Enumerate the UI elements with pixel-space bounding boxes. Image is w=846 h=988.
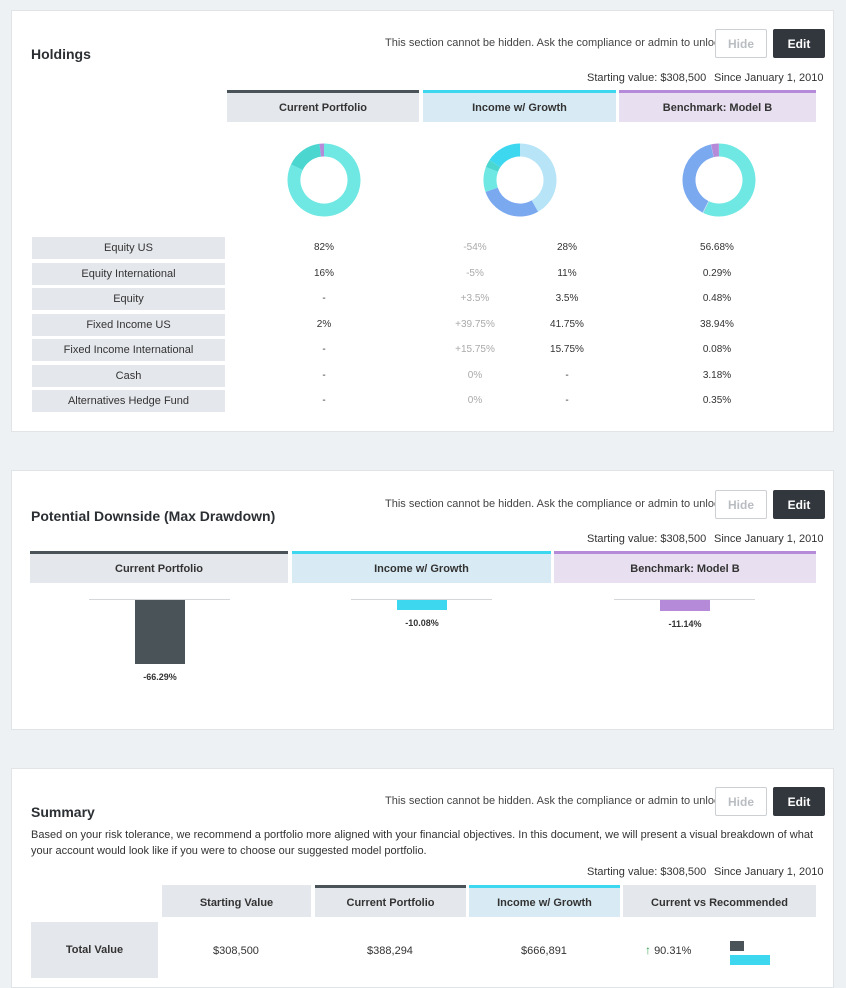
donut-slice [492,190,535,210]
holdings-notice: This section cannot be hidden. Ask the c… [385,37,728,49]
summary-card: Summary This section cannot be hidden. A… [11,768,834,988]
donut-slice [490,169,492,189]
holdings-row-label: Fixed Income US [32,314,225,336]
holdings-cell-income: 3.5% [527,293,607,304]
holdings-cell-current: 82% [284,242,364,253]
drawdown-label-income: -10.08% [382,618,462,628]
drawdown-label-benchmark: -11.14% [645,619,725,629]
holdings-cell-delta: +39.75% [435,319,515,330]
holdings-cell-delta: -5% [435,268,515,279]
summary-current-value-cell: $388,294 [320,945,460,957]
donut-chart-income [483,143,557,217]
holdings-starting-value: Starting value: $308,500 [587,72,706,84]
downside-col-benchmark: Benchmark: Model B [554,551,816,583]
downside-edit-button[interactable]: Edit [773,490,825,519]
donut-slice [495,150,520,164]
holdings-card: Holdings This section cannot be hidden. … [11,10,834,432]
summary-title: Summary [31,804,95,820]
downside-col-income: Income w/ Growth [292,551,551,583]
holdings-cell-income: 15.75% [527,344,607,355]
downside-title: Potential Downside (Max Drawdown) [31,508,275,524]
summary-since: Since January 1, 2010 [714,866,823,878]
summary-change-value: 90.31% [654,945,691,957]
holdings-cell-delta: 0% [435,395,515,406]
holdings-cell-income: 28% [527,242,607,253]
holdings-row-label: Alternatives Hedge Fund [32,390,225,412]
holdings-cell-income: 11% [527,268,607,279]
holdings-title: Holdings [31,46,91,62]
arrow-up-icon: ↑ [645,943,651,957]
holdings-cell-benchmark: 0.48% [677,293,757,304]
summary-hide-button[interactable]: Hide [715,787,767,816]
holdings-cell-income: - [527,395,607,406]
donut-slice [297,150,320,167]
summary-starting-value: Starting value: $308,500 [587,866,706,878]
summary-starting-value-cell: $308,500 [166,945,306,957]
summary-col-compare: Current vs Recommended [623,885,816,917]
holdings-cell-current: - [284,370,364,381]
holdings-cell-benchmark: 0.08% [677,344,757,355]
holdings-col-income: Income w/ Growth [423,90,616,122]
total-value-label: Total Value [31,922,158,978]
holdings-cell-current: 16% [284,268,364,279]
holdings-col-current: Current Portfolio [227,90,419,122]
donut-slice [520,150,550,206]
holdings-row-label: Equity [32,288,225,310]
drawdown-bar-benchmark [660,600,710,611]
summary-edit-button[interactable]: Edit [773,787,825,816]
donut-chart-benchmark [682,143,756,217]
holdings-cell-current: - [284,344,364,355]
holdings-row-label: Fixed Income International [32,339,225,361]
donut-chart-current [287,143,361,217]
holdings-row-label: Equity US [32,237,225,259]
downside-notice: This section cannot be hidden. Ask the c… [385,498,728,510]
holdings-cell-current: 2% [284,319,364,330]
summary-income-value-cell: $666,891 [474,945,614,957]
holdings-cell-benchmark: 38.94% [677,319,757,330]
compare-bar-current [730,941,744,951]
summary-col-income: Income w/ Growth [469,885,620,917]
drawdown-label-current: -66.29% [120,672,200,682]
summary-description: Based on your risk tolerance, we recomme… [31,827,821,859]
holdings-cell-benchmark: 56.68% [677,242,757,253]
downside-since: Since January 1, 2010 [714,533,823,545]
donut-slice [707,150,749,210]
downside-card: Potential Downside (Max Drawdown) This s… [11,470,834,730]
downside-hide-button[interactable]: Hide [715,490,767,519]
drawdown-bar-current [135,600,185,664]
holdings-hide-button[interactable]: Hide [715,29,767,58]
donut-slice [712,150,718,151]
holdings-cell-benchmark: 0.35% [677,395,757,406]
holdings-cell-delta: -54% [435,242,515,253]
holdings-col-benchmark: Benchmark: Model B [619,90,816,122]
donut-slice [689,151,712,207]
holdings-cell-delta: +3.5% [435,293,515,304]
downside-starting-value: Starting value: $308,500 [587,533,706,545]
holdings-cell-current: - [284,293,364,304]
holdings-cell-benchmark: 3.18% [677,370,757,381]
holdings-row-label: Equity International [32,263,225,285]
holdings-row-label: Cash [32,365,225,387]
holdings-cell-benchmark: 0.29% [677,268,757,279]
holdings-since: Since January 1, 2010 [714,72,823,84]
downside-col-current: Current Portfolio [30,551,288,583]
summary-col-starting: Starting Value [162,885,311,917]
compare-bar-recommended [730,955,770,965]
summary-notice: This section cannot be hidden. Ask the c… [385,795,728,807]
summary-col-current: Current Portfolio [315,885,466,917]
summary-change: ↑ 90.31% [645,943,691,957]
holdings-cell-delta: +15.75% [435,344,515,355]
donut-slice [492,164,495,170]
holdings-cell-income: 41.75% [527,319,607,330]
drawdown-bar-income [397,600,447,610]
holdings-edit-button[interactable]: Edit [773,29,825,58]
holdings-cell-delta: 0% [435,370,515,381]
holdings-cell-current: - [284,395,364,406]
holdings-cell-income: - [527,370,607,381]
